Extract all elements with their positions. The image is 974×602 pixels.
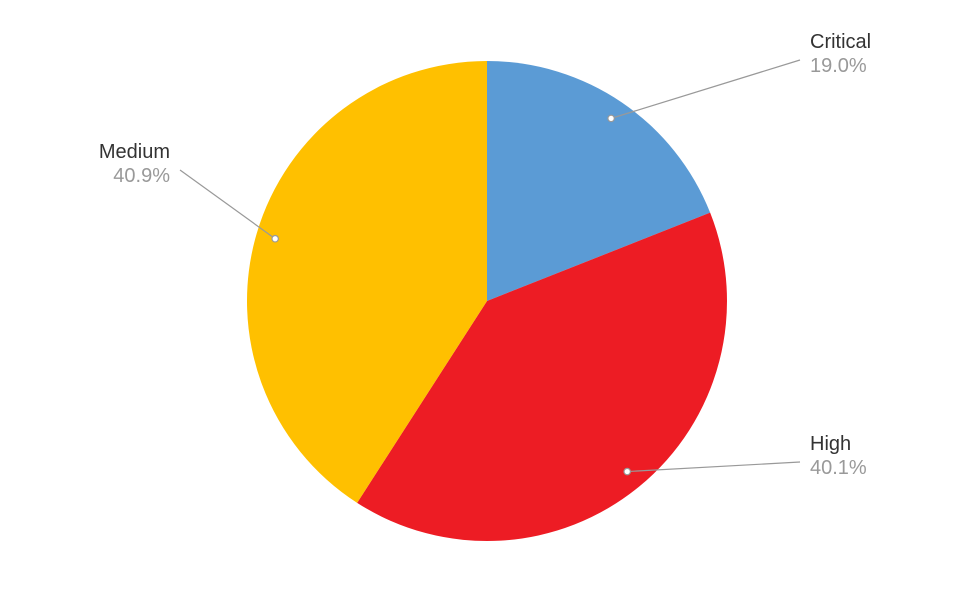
slice-label-name: High <box>810 433 851 455</box>
pie-chart: Critical19.0% High40.1% Medium40.9% <box>0 0 974 602</box>
slice-label-percent: 40.1% <box>810 457 867 479</box>
leader-dot <box>624 468 630 474</box>
slice-label-name: Medium <box>99 141 170 163</box>
leader-dot <box>272 236 278 242</box>
slice-label-name: Critical <box>810 31 871 53</box>
slice-label-percent: 19.0% <box>810 55 867 77</box>
slice-label-percent: 40.9% <box>113 165 170 187</box>
leader-dot <box>608 115 614 121</box>
